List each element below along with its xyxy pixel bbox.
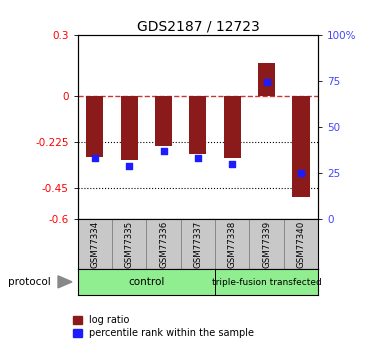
Bar [86, 96, 103, 157]
Point [195, 155, 201, 161]
Text: GSM77339: GSM77339 [262, 220, 271, 268]
Polygon shape [58, 276, 72, 288]
Bar [121, 96, 138, 160]
Point [298, 170, 304, 176]
Bar [155, 96, 172, 146]
Text: triple-fusion transfected: triple-fusion transfected [212, 277, 322, 287]
Text: GSM77337: GSM77337 [193, 220, 203, 268]
Text: control: control [128, 277, 165, 287]
Bar [215, 269, 335, 295]
Bar [223, 96, 241, 158]
Text: protocol: protocol [8, 277, 50, 287]
Point [160, 148, 166, 154]
Text: GSM77334: GSM77334 [90, 220, 99, 268]
Bar [78, 269, 215, 295]
Text: GSM77336: GSM77336 [159, 220, 168, 268]
Text: GSM77338: GSM77338 [228, 220, 237, 268]
Bar [189, 96, 206, 155]
Point [92, 155, 98, 161]
Point [126, 163, 132, 168]
Point [229, 161, 236, 167]
Bar [258, 63, 275, 96]
Title: GDS2187 / 12723: GDS2187 / 12723 [137, 19, 259, 33]
Point [263, 80, 270, 85]
Legend: log ratio, percentile rank within the sample: log ratio, percentile rank within the sa… [71, 313, 256, 340]
Text: GSM77340: GSM77340 [296, 220, 305, 268]
Bar [293, 96, 310, 197]
Text: GSM77335: GSM77335 [125, 220, 133, 268]
